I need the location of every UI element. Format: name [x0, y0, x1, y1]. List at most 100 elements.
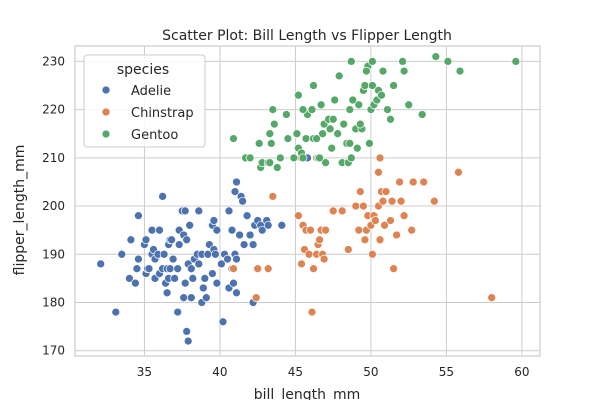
- data-point-gentoo: [431, 52, 441, 61]
- data-point-gentoo: [312, 134, 321, 143]
- data-point-chinstrap: [392, 230, 401, 240]
- data-point-gentoo: [265, 129, 275, 139]
- data-point-gentoo: [455, 66, 465, 76]
- data-point-gentoo: [443, 57, 453, 66]
- data-point-gentoo: [389, 81, 398, 90]
- data-point-adelie: [248, 240, 258, 249]
- data-point-chinstrap: [319, 254, 329, 264]
- data-point-adelie: [217, 259, 226, 269]
- data-point-gentoo: [511, 57, 521, 66]
- data-point-adelie: [182, 327, 192, 336]
- data-point-gentoo: [354, 100, 364, 110]
- x-tick-label: 60: [514, 365, 529, 379]
- data-point-adelie: [257, 225, 267, 235]
- data-point-chinstrap: [360, 235, 370, 245]
- data-point-chinstrap: [454, 167, 463, 177]
- data-point-gentoo: [383, 105, 392, 114]
- data-point-chinstrap: [268, 192, 278, 201]
- y-tick-label: 210: [42, 151, 65, 165]
- data-point-chinstrap: [297, 259, 306, 269]
- data-point-chinstrap: [306, 225, 315, 235]
- data-point-chinstrap: [251, 293, 261, 303]
- data-point-gentoo: [301, 134, 311, 143]
- data-point-adelie: [167, 235, 176, 245]
- data-point-adelie: [182, 235, 192, 245]
- data-point-adelie: [183, 336, 193, 346]
- data-point-adelie: [212, 278, 222, 288]
- data-point-gentoo: [417, 110, 427, 119]
- x-tick-label: 55: [439, 365, 454, 379]
- data-point-chinstrap: [408, 177, 418, 187]
- tick-labels: 35 40 45 50 55 60 170 180 190 200 210 220 230: [42, 54, 529, 379]
- data-point-chinstrap: [375, 153, 385, 163]
- data-point-gentoo: [399, 66, 409, 76]
- data-point-gentoo: [362, 66, 371, 76]
- data-point-chinstrap: [389, 264, 398, 274]
- data-point-adelie: [158, 192, 167, 201]
- data-point-gentoo: [265, 158, 275, 168]
- data-point-gentoo: [298, 153, 308, 163]
- data-point-adelie: [155, 225, 164, 235]
- data-point-gentoo: [309, 81, 318, 90]
- data-point-gentoo: [339, 119, 349, 129]
- data-point-adelie: [134, 254, 143, 264]
- legend-label-gentoo: Gentoo: [131, 128, 178, 143]
- data-point-adelie: [211, 249, 220, 259]
- data-point-gentoo: [272, 163, 282, 172]
- data-point-adelie: [173, 264, 183, 274]
- y-tick-label: 180: [42, 295, 65, 309]
- data-point-adelie: [194, 259, 204, 269]
- data-point-chinstrap: [407, 225, 417, 235]
- data-point-gentoo: [346, 57, 356, 66]
- data-point-gentoo: [378, 66, 388, 76]
- y-tick-label: 190: [42, 247, 65, 261]
- legend: species Adelie Chinstrap Gentoo: [83, 54, 206, 148]
- data-point-chinstrap: [399, 211, 409, 221]
- data-point-gentoo: [360, 81, 370, 90]
- data-point-chinstrap: [355, 187, 365, 196]
- data-point-adelie: [194, 206, 204, 216]
- data-point-chinstrap: [343, 245, 353, 254]
- x-axis-label: bill_length_mm: [254, 387, 360, 400]
- data-point-chinstrap: [386, 216, 395, 225]
- data-point-adelie: [174, 240, 184, 249]
- data-point-chinstrap: [307, 307, 317, 317]
- data-point-adelie: [186, 293, 196, 303]
- data-point-chinstrap: [375, 235, 385, 245]
- data-point-adelie: [165, 264, 175, 274]
- data-point-chinstrap: [387, 196, 397, 206]
- legend-frame: [83, 54, 206, 148]
- data-point-adelie: [218, 317, 228, 327]
- data-point-adelie: [132, 264, 142, 274]
- x-tick-label: 45: [288, 365, 303, 379]
- data-point-adelie: [208, 269, 217, 278]
- data-point-chinstrap: [263, 264, 273, 274]
- data-point-gentoo: [316, 100, 326, 110]
- data-point-adelie: [141, 235, 151, 245]
- y-tick-label: 230: [42, 54, 65, 68]
- data-point-gentoo: [269, 119, 279, 129]
- data-point-gentoo: [325, 124, 335, 134]
- data-point-gentoo: [283, 134, 293, 143]
- data-point-adelie: [232, 288, 241, 298]
- data-point-adelie: [126, 235, 136, 245]
- data-point-chinstrap: [253, 264, 263, 274]
- data-point-adelie: [230, 187, 240, 196]
- data-point-adelie: [277, 220, 287, 230]
- data-point-chinstrap: [371, 216, 380, 225]
- data-point-adelie: [212, 225, 222, 235]
- data-point-gentoo: [404, 100, 414, 110]
- data-point-gentoo: [321, 158, 330, 168]
- data-point-adelie: [223, 254, 232, 264]
- data-point-adelie: [263, 220, 273, 230]
- data-point-chinstrap: [374, 167, 383, 177]
- data-point-chinstrap: [229, 264, 238, 274]
- data-point-chinstrap: [337, 206, 347, 216]
- data-point-adelie: [232, 177, 241, 187]
- data-point-adelie: [242, 211, 252, 221]
- data-point-adelie: [229, 278, 238, 288]
- data-point-adelie: [245, 230, 255, 240]
- data-point-adelie: [238, 196, 247, 206]
- data-point-chinstrap: [395, 177, 404, 187]
- data-point-adelie: [179, 293, 189, 303]
